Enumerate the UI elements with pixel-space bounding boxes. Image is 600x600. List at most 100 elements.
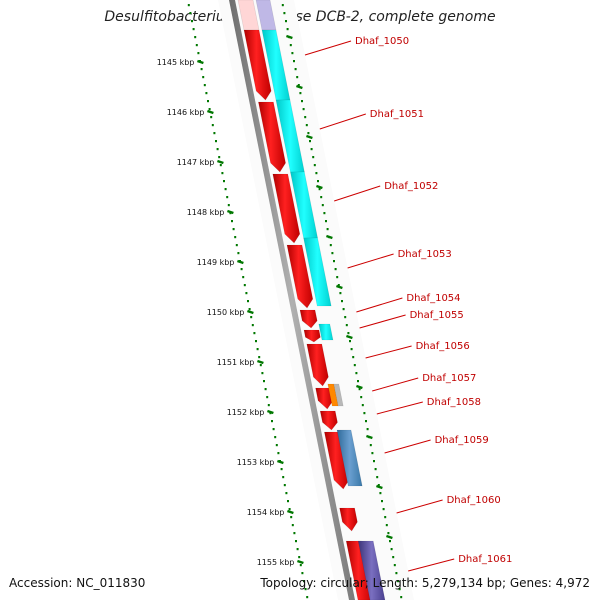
tick-label: 1145 kbp [157, 58, 195, 67]
tick-mark [247, 309, 254, 315]
inner-ruler-dot [377, 484, 380, 487]
cds-arrow-forward [272, 173, 301, 244]
inner-ruler-dot [376, 476, 379, 479]
inner-ruler-dot [382, 508, 385, 511]
ruler-dot [272, 428, 275, 431]
cds-arrow-forward [339, 507, 358, 532]
inner-ruler-dot [379, 492, 382, 495]
ruler-dot [211, 124, 214, 127]
cds-arrow-reverse [318, 323, 334, 341]
tick-mark [267, 409, 274, 415]
ruler-dot [259, 364, 262, 367]
cds-arrow-forward [306, 343, 329, 387]
ruler-dot [293, 532, 296, 535]
inner-ruler-dot [385, 524, 388, 527]
inner-ruler-dot [318, 188, 321, 191]
inner-ruler-dot [390, 548, 393, 551]
ruler-dot [235, 244, 238, 247]
inner-ruler-dot [289, 44, 292, 47]
inner-ruler-dot [336, 276, 339, 279]
inner-ruler-dot [371, 452, 374, 455]
ruler-dot [280, 468, 283, 471]
inner-ruler-dot [321, 204, 324, 207]
inner-ruler-dot [392, 556, 395, 559]
ruler-dot [263, 380, 265, 383]
inner-ruler-dot [361, 404, 364, 407]
ruler-dot [288, 508, 291, 511]
inner-ruler-dot [339, 292, 342, 295]
genome-summary-text: Topology: circular; Length: 5,279,134 bp… [260, 576, 590, 590]
gene-label: Dhaf_1061 [458, 554, 512, 565]
ruler-dot [232, 228, 235, 231]
inner-ruler-dot [281, 4, 284, 7]
inner-ruler-dot [345, 324, 348, 327]
ruler-dot [208, 108, 211, 111]
inner-ruler-dot [393, 564, 396, 567]
inner-tick-mark [386, 534, 393, 540]
inner-ruler-dot [302, 108, 305, 111]
ruler-dot [282, 476, 285, 479]
inner-ruler-dot [315, 172, 318, 175]
inner-ruler-dot [326, 228, 329, 231]
tick-mark [207, 109, 214, 115]
inner-ruler-dot [352, 356, 355, 359]
gene-label-leader [408, 558, 455, 572]
tick-label: 1153 kbp [237, 458, 275, 467]
inner-ruler-dot [309, 140, 311, 143]
ruler-dot [240, 268, 243, 271]
inner-ruler-dot [329, 244, 332, 247]
cds-arrow-forward [303, 329, 321, 343]
cds-arrow-forward [345, 540, 374, 600]
inner-ruler-dot [320, 196, 323, 199]
gene-label-leader [365, 345, 412, 359]
tick-mark [197, 59, 204, 65]
ruler-dot [253, 332, 256, 335]
inner-ruler-dot [365, 420, 367, 423]
ruler-dot [264, 388, 267, 391]
inner-ruler-dot [299, 92, 302, 95]
ruler-dot [202, 76, 205, 79]
inner-ruler-dot [369, 444, 372, 447]
tick-mark [227, 209, 234, 215]
ruler-dot [195, 44, 198, 47]
inner-ruler-dot [334, 268, 337, 271]
gene-label-leader [384, 439, 431, 454]
gene-labels: Dhaf_1050 Dhaf_1051 Dhaf_1052 Dhaf_1053 Dhaf… [304, 36, 512, 572]
ruler-dot [261, 372, 264, 375]
ruler-dot [283, 484, 286, 487]
ruler-dot [194, 36, 197, 39]
ruler-dot [291, 524, 294, 527]
inner-ruler-dot [296, 76, 299, 79]
inner-ruler-dot [310, 148, 313, 151]
ruler-dot [243, 284, 246, 287]
accession-text: Accession: NC_011830 [9, 576, 146, 590]
inner-ruler-dot [312, 156, 315, 159]
gene-label: Dhaf_1055 [410, 310, 464, 321]
ruler-dot [197, 52, 200, 55]
gene-label: Dhaf_1050 [355, 36, 409, 47]
cds-arrow-reverse-other [336, 429, 363, 487]
inner-ruler-dot [305, 124, 308, 127]
ruler-dot [245, 292, 248, 295]
cds-arrow-forward [243, 29, 272, 101]
ruler-dot [210, 116, 213, 119]
inner-ruler-dot [349, 340, 351, 343]
inner-ruler-dot [374, 468, 377, 471]
inner-ruler-dot [337, 284, 340, 287]
ruler-dot [298, 556, 301, 559]
track-shading [218, 0, 414, 600]
inner-ruler-dot [355, 372, 358, 375]
ruler-dot [255, 340, 257, 343]
gene-label-leader [396, 499, 443, 514]
ruler-dot [258, 356, 261, 359]
ruler-dot [271, 420, 273, 423]
ruler-dot [290, 516, 293, 519]
ruler-dot [299, 564, 302, 567]
ruler-dot [234, 236, 237, 239]
cds-arrow-forward [286, 244, 314, 309]
ruler-ticks: 1145 kbp 1146 kbp 1147 kbp 1148 kbp 1149 kbp… [157, 4, 403, 599]
inner-tick-mark [376, 484, 383, 490]
gene-label: Dhaf_1057 [422, 373, 476, 384]
inner-ruler-dot [285, 20, 287, 23]
